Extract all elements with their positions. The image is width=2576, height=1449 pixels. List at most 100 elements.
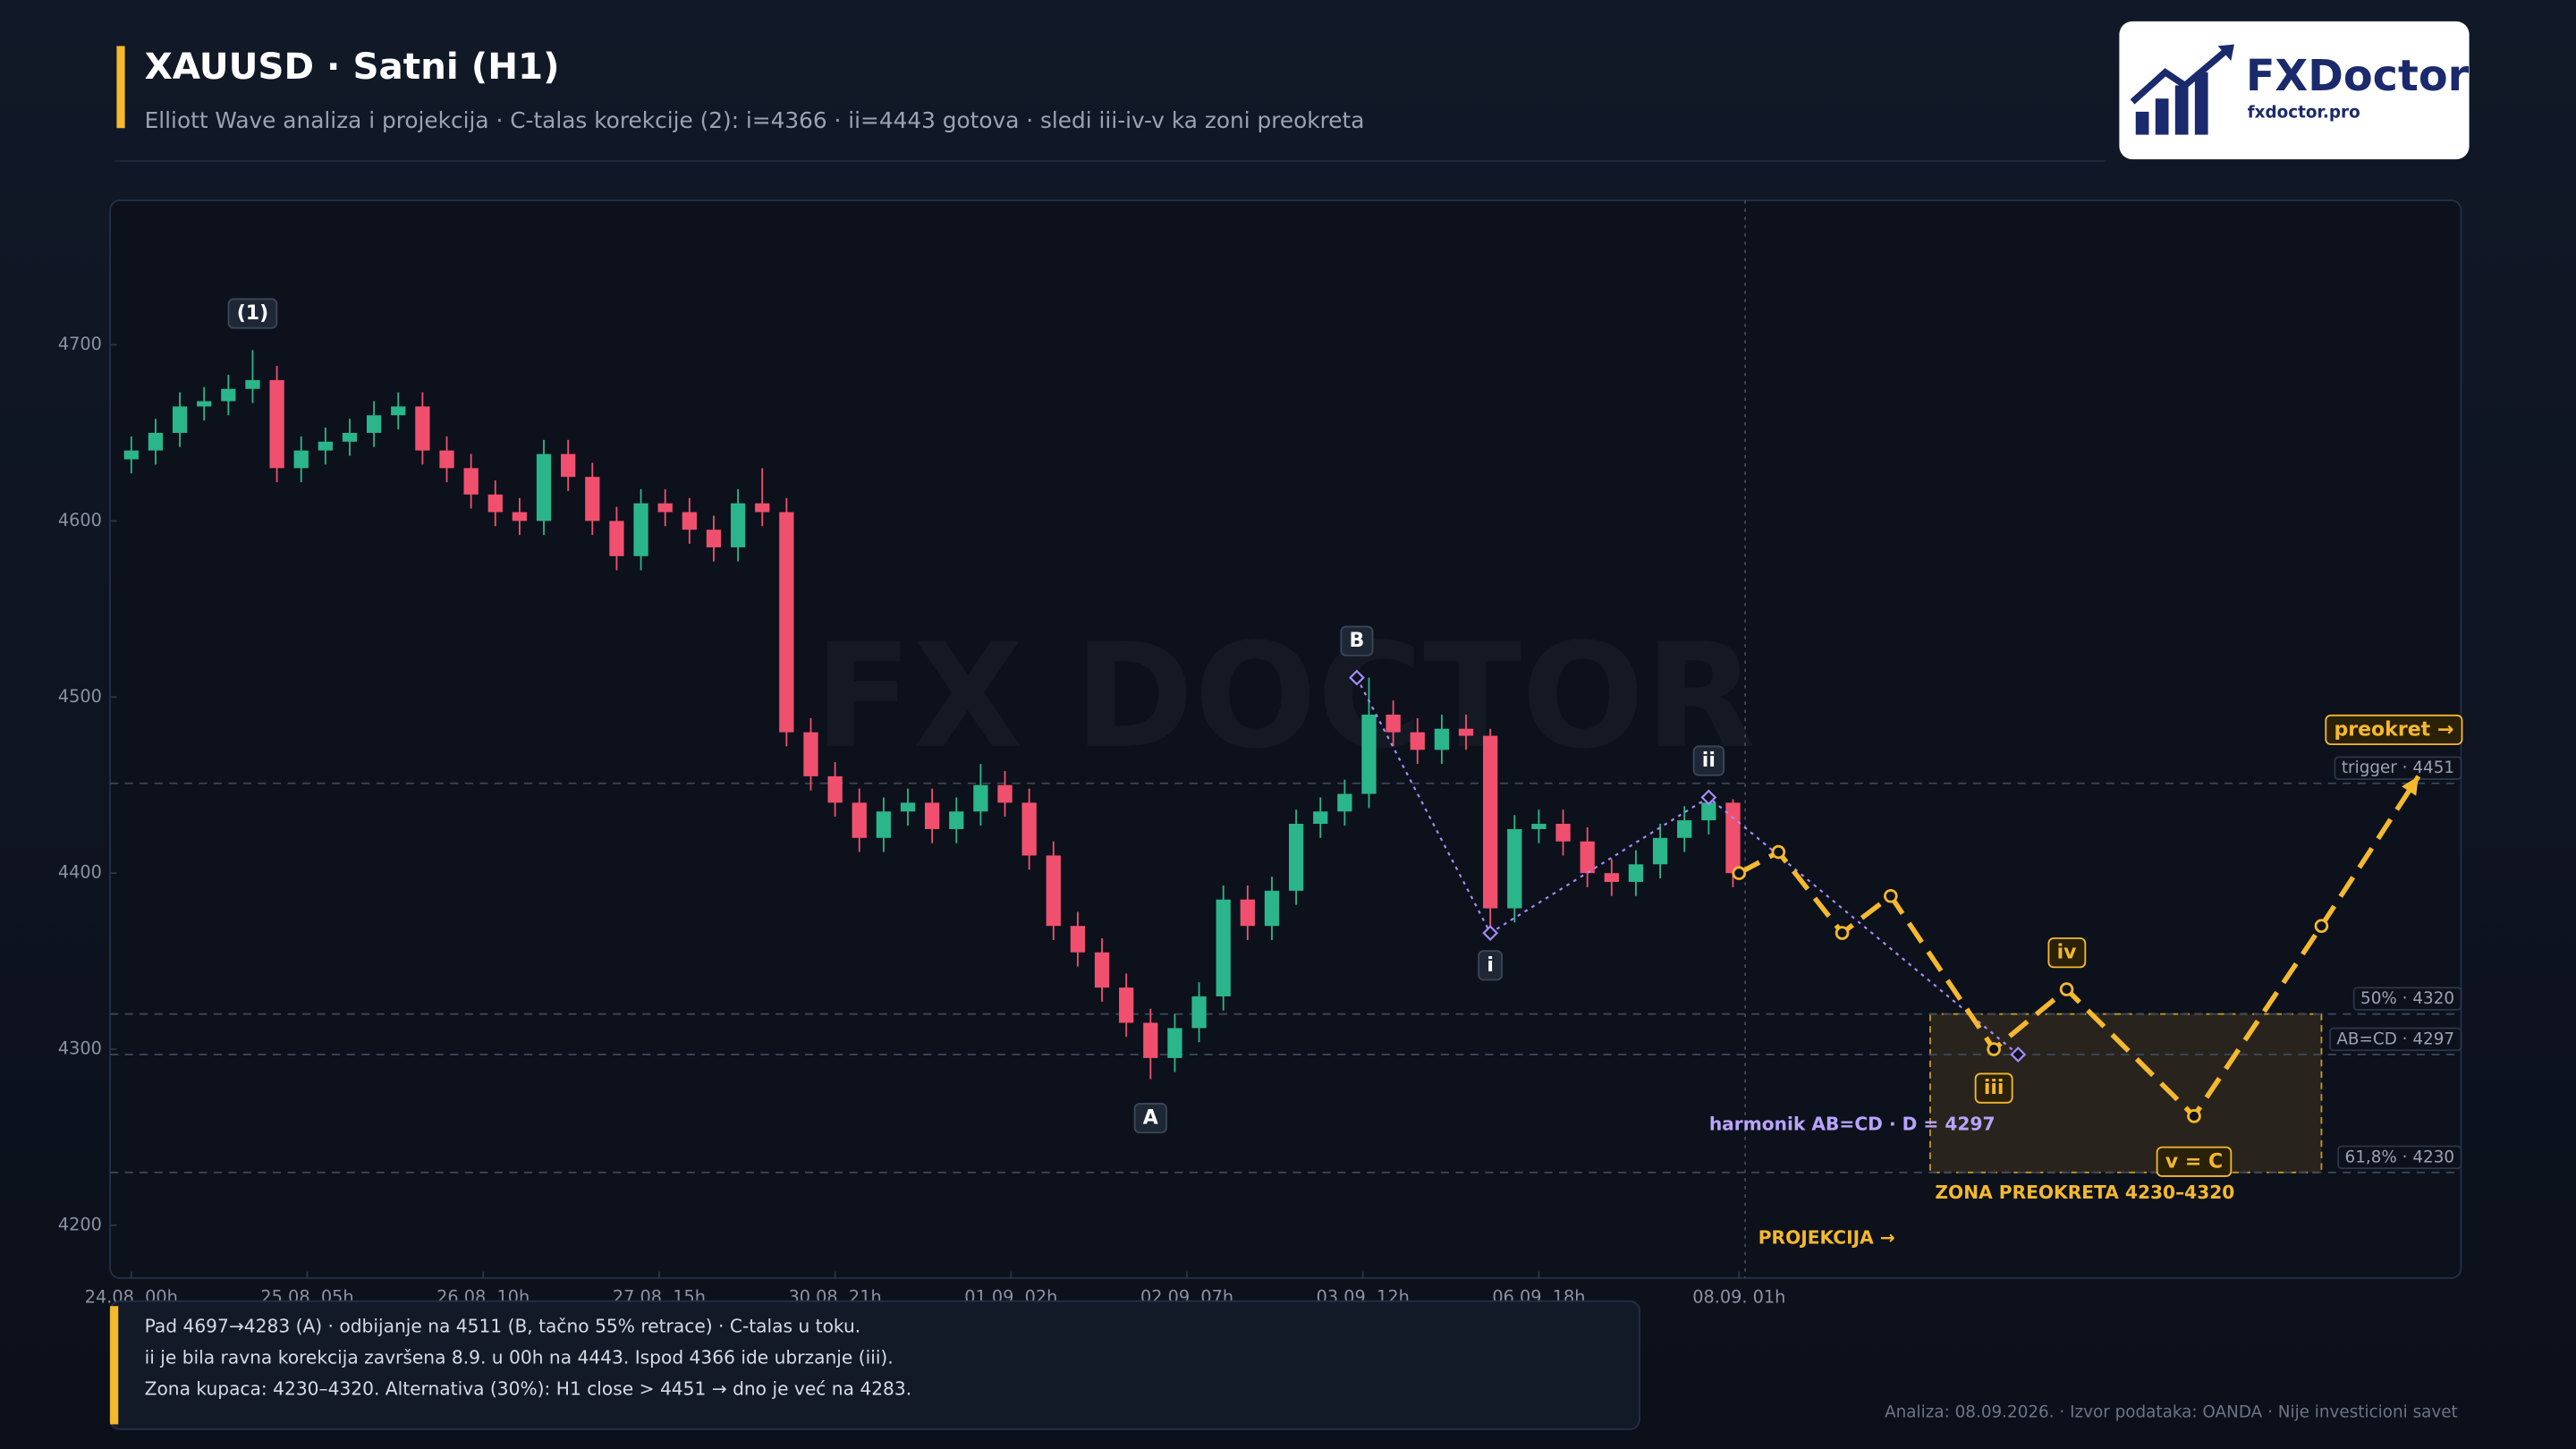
candle-body — [1701, 802, 1716, 821]
candle-body — [803, 732, 818, 776]
candle-body — [1555, 824, 1571, 842]
note: ii je bila ravna korekcija završena 8.9.… — [145, 1346, 894, 1368]
logo-arrow — [2130, 47, 2230, 105]
candle-body — [633, 503, 648, 556]
candle-body — [852, 802, 867, 838]
candle-body — [487, 494, 503, 513]
footer: Analiza: 08.09.2026. · Izvor podataka: O… — [1885, 1403, 2458, 1422]
candle-body — [1434, 728, 1450, 750]
level-label: trigger · 4451 — [2342, 758, 2454, 777]
candle-body — [536, 453, 552, 521]
candle-body — [706, 530, 722, 547]
title-accent — [116, 46, 125, 129]
candle-body — [682, 512, 697, 530]
projection-point — [1884, 888, 1898, 903]
wave-label: ii — [1702, 750, 1716, 772]
candle-body — [827, 775, 843, 803]
candle-body — [318, 441, 333, 451]
harmonic-label: harmonik AB=CD · D = 4297 — [1709, 1113, 1996, 1134]
candle-body — [779, 512, 794, 733]
candle-body — [1288, 824, 1304, 891]
wave-label: A — [1143, 1107, 1158, 1130]
wave-label: B — [1350, 630, 1365, 652]
candle-body — [415, 406, 430, 451]
projection-label: PROJEKCIJA → — [1758, 1226, 1895, 1248]
projection-point — [1987, 1042, 2001, 1056]
watermark: FX DOCTOR — [814, 613, 1757, 781]
note: Pad 4697→4283 (A) · odbijanje na 4511 (B… — [145, 1316, 861, 1337]
wave-label: i — [1487, 954, 1494, 977]
projection-point — [1732, 866, 1747, 880]
wave-label-box — [1974, 1072, 2013, 1104]
level-label: 61,8% · 4230 — [2345, 1148, 2455, 1166]
candle-body — [1070, 926, 1086, 953]
logo-name: FXDoctor — [2246, 52, 2470, 101]
wave-label-box — [1133, 1102, 1167, 1134]
candle-body — [1167, 1028, 1182, 1058]
candle-body — [609, 521, 624, 556]
candle-body — [366, 415, 382, 433]
candle-body — [1143, 1022, 1158, 1058]
wave-label-box — [1478, 950, 1504, 981]
candle-body — [1410, 732, 1425, 750]
candle-body — [269, 379, 284, 469]
candle-body — [439, 450, 454, 469]
candle-body — [755, 503, 770, 513]
candle-body — [1240, 899, 1255, 927]
projection-point — [2059, 982, 2074, 996]
wave-label-box — [1340, 625, 1374, 657]
candle-body — [1046, 855, 1061, 927]
candle-body — [1604, 873, 1619, 883]
logo-url: fxdoctor.pro — [2248, 104, 2360, 123]
wave-label: iv — [2057, 942, 2078, 964]
candle-body — [1507, 828, 1522, 909]
candle-body — [657, 503, 673, 513]
note: Zona kupaca: 4230–4320. Alternativa (30%… — [145, 1377, 912, 1399]
candle-body — [997, 784, 1013, 803]
wave-label-box — [227, 298, 278, 329]
projection-point — [1771, 844, 1786, 860]
candle-body — [1531, 824, 1546, 829]
title: XAUUSD · Satni (H1) — [145, 45, 560, 88]
wave-label: preokret → — [2334, 718, 2453, 741]
candle-body — [876, 811, 892, 838]
wave-label: iii — [1984, 1077, 2004, 1099]
candle-body — [1264, 890, 1280, 927]
logo: FXDoctor fxdoctor.pro — [2119, 21, 2470, 160]
projection-arrow — [2402, 775, 2419, 796]
wave-label: (1) — [237, 302, 268, 325]
candle-body — [1483, 735, 1498, 909]
candle-body — [561, 453, 576, 478]
y-tick-label: 4600 — [58, 510, 102, 530]
candle-body — [900, 802, 916, 812]
level-label: 50% · 4320 — [2360, 989, 2454, 1008]
candle-body — [1628, 864, 1644, 883]
candle-body — [973, 784, 988, 812]
logo-arrow-head — [2217, 44, 2234, 61]
candle-body — [221, 388, 236, 402]
level-label-box — [2352, 987, 2462, 1011]
level-label-box — [2334, 756, 2462, 780]
candle-body — [391, 406, 406, 416]
harmonic-point — [1349, 669, 1365, 686]
projection-point — [2314, 919, 2329, 934]
y-tick-label: 4300 — [58, 1038, 102, 1059]
candle-body — [123, 450, 139, 460]
candle-body — [1725, 802, 1741, 874]
candle-body — [1191, 996, 1207, 1029]
candle-body — [1094, 952, 1110, 988]
logo-bar — [2174, 85, 2189, 135]
wave-label-box — [2325, 714, 2463, 746]
candle-body — [197, 401, 212, 407]
level-label: AB=CD · 4297 — [2336, 1030, 2454, 1048]
y-tick-label: 4500 — [58, 686, 102, 707]
candle-body — [1119, 987, 1134, 1023]
candle-body — [730, 503, 746, 547]
candle-body — [463, 468, 479, 495]
candle-body — [1458, 728, 1474, 736]
candle-body — [585, 477, 600, 521]
logo-bar — [2155, 98, 2169, 135]
wave-label-box — [2047, 937, 2087, 969]
